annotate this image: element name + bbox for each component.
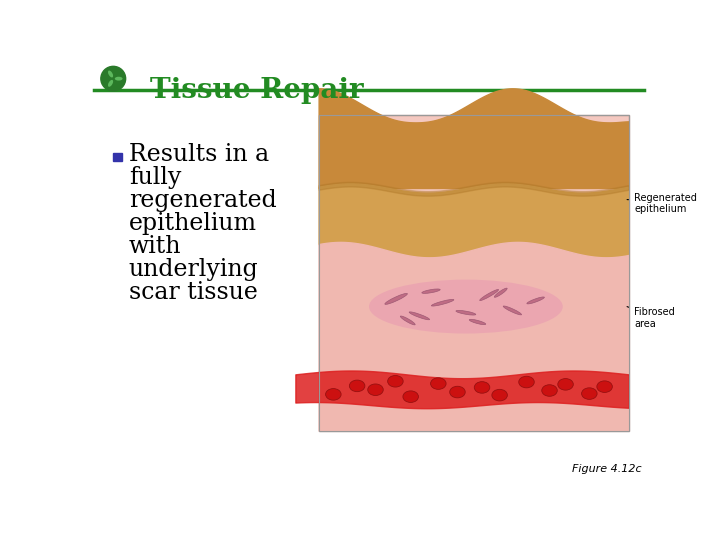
Ellipse shape bbox=[469, 319, 486, 325]
Text: Fibrosed
area: Fibrosed area bbox=[627, 307, 675, 329]
Ellipse shape bbox=[369, 280, 563, 334]
Text: epithelium: epithelium bbox=[129, 212, 257, 235]
Text: Tissue Repair: Tissue Repair bbox=[150, 77, 364, 104]
Text: Figure 4.12c: Figure 4.12c bbox=[572, 464, 642, 475]
Text: scar tissue: scar tissue bbox=[129, 281, 258, 304]
Ellipse shape bbox=[349, 380, 365, 392]
Ellipse shape bbox=[325, 389, 341, 400]
Ellipse shape bbox=[114, 77, 122, 80]
Text: with: with bbox=[129, 235, 181, 258]
Ellipse shape bbox=[492, 389, 508, 401]
Ellipse shape bbox=[108, 71, 113, 77]
Ellipse shape bbox=[541, 384, 557, 396]
Text: fully: fully bbox=[129, 166, 181, 188]
Ellipse shape bbox=[403, 391, 418, 402]
Ellipse shape bbox=[495, 288, 507, 298]
Ellipse shape bbox=[597, 381, 612, 393]
Ellipse shape bbox=[431, 299, 454, 306]
Circle shape bbox=[101, 66, 126, 91]
Ellipse shape bbox=[108, 80, 113, 87]
Ellipse shape bbox=[400, 316, 415, 325]
Ellipse shape bbox=[385, 293, 408, 305]
Ellipse shape bbox=[422, 289, 440, 293]
Ellipse shape bbox=[474, 382, 490, 393]
Ellipse shape bbox=[480, 289, 498, 301]
Ellipse shape bbox=[368, 384, 383, 395]
Ellipse shape bbox=[527, 297, 544, 304]
Ellipse shape bbox=[558, 379, 573, 390]
Ellipse shape bbox=[518, 376, 534, 388]
Text: underlying: underlying bbox=[129, 258, 258, 281]
Bar bbox=[319, 115, 629, 430]
Ellipse shape bbox=[503, 306, 521, 315]
Ellipse shape bbox=[450, 386, 465, 398]
Text: regenerated: regenerated bbox=[129, 189, 276, 212]
Text: Results in a: Results in a bbox=[129, 143, 269, 166]
Bar bbox=[113, 153, 122, 161]
Ellipse shape bbox=[409, 312, 430, 320]
Ellipse shape bbox=[582, 388, 597, 400]
Bar bbox=[319, 115, 629, 430]
Text: Regenerated
epithelium: Regenerated epithelium bbox=[627, 193, 697, 214]
Ellipse shape bbox=[431, 378, 446, 389]
Ellipse shape bbox=[456, 310, 476, 315]
Ellipse shape bbox=[387, 375, 403, 387]
